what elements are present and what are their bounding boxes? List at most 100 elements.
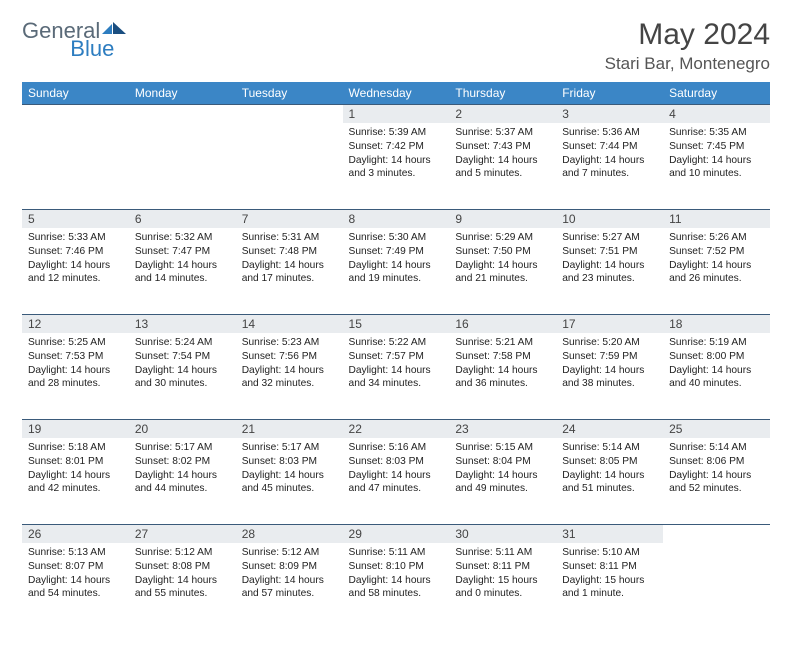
day-number-cell: 30: [449, 524, 556, 543]
day-cell: Sunrise: 5:10 AMSunset: 8:11 PMDaylight:…: [556, 543, 663, 629]
day-number: 4: [663, 104, 770, 123]
weekday-header-row: SundayMondayTuesdayWednesdayThursdayFrid…: [22, 82, 770, 104]
day-number-cell: 18: [663, 314, 770, 333]
day-details: Sunrise: 5:14 AMSunset: 8:05 PMDaylight:…: [556, 438, 663, 502]
day-cell: Sunrise: 5:12 AMSunset: 8:09 PMDaylight:…: [236, 543, 343, 629]
day-details: Sunrise: 5:30 AMSunset: 7:49 PMDaylight:…: [343, 228, 450, 292]
day-number-cell: 24: [556, 419, 663, 438]
day-number-cell: 26: [22, 524, 129, 543]
weekday-header: Monday: [129, 82, 236, 104]
day-cell: Sunrise: 5:25 AMSunset: 7:53 PMDaylight:…: [22, 333, 129, 419]
day-number: 1: [343, 104, 450, 123]
day-cell: Sunrise: 5:33 AMSunset: 7:46 PMDaylight:…: [22, 228, 129, 314]
day-details: Sunrise: 5:13 AMSunset: 8:07 PMDaylight:…: [22, 543, 129, 607]
weekday-header: Wednesday: [343, 82, 450, 104]
day-number-cell: [129, 104, 236, 123]
day-cell: Sunrise: 5:31 AMSunset: 7:48 PMDaylight:…: [236, 228, 343, 314]
day-number-cell: 14: [236, 314, 343, 333]
day-number-cell: 2: [449, 104, 556, 123]
day-number-cell: 25: [663, 419, 770, 438]
day-details: Sunrise: 5:12 AMSunset: 8:09 PMDaylight:…: [236, 543, 343, 607]
day-details: Sunrise: 5:20 AMSunset: 7:59 PMDaylight:…: [556, 333, 663, 397]
day-cell: Sunrise: 5:11 AMSunset: 8:10 PMDaylight:…: [343, 543, 450, 629]
day-number: 14: [236, 314, 343, 333]
day-details: Sunrise: 5:33 AMSunset: 7:46 PMDaylight:…: [22, 228, 129, 292]
day-number: 17: [556, 314, 663, 333]
day-number-cell: [236, 104, 343, 123]
day-number: 23: [449, 419, 556, 438]
day-number-cell: [22, 104, 129, 123]
day-details: Sunrise: 5:25 AMSunset: 7:53 PMDaylight:…: [22, 333, 129, 397]
day-number: 25: [663, 419, 770, 438]
calendar-table: SundayMondayTuesdayWednesdayThursdayFrid…: [22, 82, 770, 629]
day-number: 18: [663, 314, 770, 333]
day-number: 22: [343, 419, 450, 438]
weekday-header: Sunday: [22, 82, 129, 104]
day-cell: Sunrise: 5:30 AMSunset: 7:49 PMDaylight:…: [343, 228, 450, 314]
day-number: 9: [449, 209, 556, 228]
day-number-cell: 6: [129, 209, 236, 228]
day-cell: Sunrise: 5:15 AMSunset: 8:04 PMDaylight:…: [449, 438, 556, 524]
day-number-cell: 17: [556, 314, 663, 333]
day-details: Sunrise: 5:11 AMSunset: 8:10 PMDaylight:…: [343, 543, 450, 607]
weekday-header: Friday: [556, 82, 663, 104]
day-number-cell: 3: [556, 104, 663, 123]
title-block: May 2024 Stari Bar, Montenegro: [605, 18, 770, 74]
day-number-cell: 27: [129, 524, 236, 543]
day-cell: Sunrise: 5:17 AMSunset: 8:03 PMDaylight:…: [236, 438, 343, 524]
day-cell: Sunrise: 5:29 AMSunset: 7:50 PMDaylight:…: [449, 228, 556, 314]
day-number-cell: 15: [343, 314, 450, 333]
day-number: 21: [236, 419, 343, 438]
day-number-cell: 7: [236, 209, 343, 228]
day-number: 16: [449, 314, 556, 333]
logo-text-2: Blue: [70, 36, 114, 62]
day-cell: Sunrise: 5:20 AMSunset: 7:59 PMDaylight:…: [556, 333, 663, 419]
day-number: 11: [663, 209, 770, 228]
day-details: Sunrise: 5:10 AMSunset: 8:11 PMDaylight:…: [556, 543, 663, 607]
day-number-cell: 11: [663, 209, 770, 228]
day-cell: Sunrise: 5:23 AMSunset: 7:56 PMDaylight:…: [236, 333, 343, 419]
day-cell: Sunrise: 5:32 AMSunset: 7:47 PMDaylight:…: [129, 228, 236, 314]
day-cell: [663, 543, 770, 629]
day-number-cell: 19: [22, 419, 129, 438]
day-number-cell: 5: [22, 209, 129, 228]
day-number-cell: 12: [22, 314, 129, 333]
day-details: Sunrise: 5:31 AMSunset: 7:48 PMDaylight:…: [236, 228, 343, 292]
day-cell: Sunrise: 5:11 AMSunset: 8:11 PMDaylight:…: [449, 543, 556, 629]
day-number-cell: 13: [129, 314, 236, 333]
day-number: 27: [129, 524, 236, 543]
day-details: Sunrise: 5:21 AMSunset: 7:58 PMDaylight:…: [449, 333, 556, 397]
day-details: Sunrise: 5:36 AMSunset: 7:44 PMDaylight:…: [556, 123, 663, 187]
day-details: Sunrise: 5:14 AMSunset: 8:06 PMDaylight:…: [663, 438, 770, 502]
day-details: Sunrise: 5:32 AMSunset: 7:47 PMDaylight:…: [129, 228, 236, 292]
day-cell: [129, 123, 236, 209]
day-number: 12: [22, 314, 129, 333]
day-number: 19: [22, 419, 129, 438]
day-details: Sunrise: 5:17 AMSunset: 8:02 PMDaylight:…: [129, 438, 236, 502]
day-details: Sunrise: 5:35 AMSunset: 7:45 PMDaylight:…: [663, 123, 770, 187]
day-number: 8: [343, 209, 450, 228]
day-number: 24: [556, 419, 663, 438]
day-number: 2: [449, 104, 556, 123]
day-number-cell: [663, 524, 770, 543]
day-number-cell: 29: [343, 524, 450, 543]
day-number: 15: [343, 314, 450, 333]
day-details: Sunrise: 5:39 AMSunset: 7:42 PMDaylight:…: [343, 123, 450, 187]
day-details: Sunrise: 5:27 AMSunset: 7:51 PMDaylight:…: [556, 228, 663, 292]
weekday-header: Saturday: [663, 82, 770, 104]
day-details: Sunrise: 5:11 AMSunset: 8:11 PMDaylight:…: [449, 543, 556, 607]
day-details: Sunrise: 5:17 AMSunset: 8:03 PMDaylight:…: [236, 438, 343, 502]
day-details: Sunrise: 5:18 AMSunset: 8:01 PMDaylight:…: [22, 438, 129, 502]
day-number: 28: [236, 524, 343, 543]
day-details: Sunrise: 5:37 AMSunset: 7:43 PMDaylight:…: [449, 123, 556, 187]
day-details: Sunrise: 5:15 AMSunset: 8:04 PMDaylight:…: [449, 438, 556, 502]
day-number-cell: 28: [236, 524, 343, 543]
day-number: 7: [236, 209, 343, 228]
day-cell: [236, 123, 343, 209]
day-details: Sunrise: 5:26 AMSunset: 7:52 PMDaylight:…: [663, 228, 770, 292]
day-number-cell: 20: [129, 419, 236, 438]
day-cell: Sunrise: 5:24 AMSunset: 7:54 PMDaylight:…: [129, 333, 236, 419]
day-number-cell: 1: [343, 104, 450, 123]
day-details: Sunrise: 5:24 AMSunset: 7:54 PMDaylight:…: [129, 333, 236, 397]
day-number-cell: 23: [449, 419, 556, 438]
